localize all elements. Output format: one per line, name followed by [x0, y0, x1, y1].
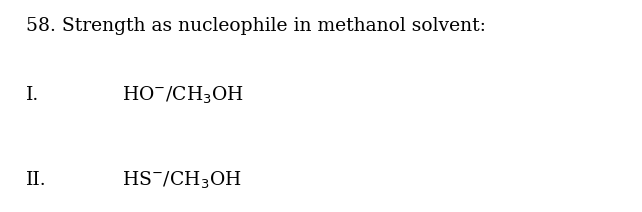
Text: 58. Strength as nucleophile in methanol solvent:: 58. Strength as nucleophile in methanol … — [26, 17, 485, 35]
Text: HO$^{-}$/CH$_{3}$OH: HO$^{-}$/CH$_{3}$OH — [122, 85, 244, 106]
Text: I.: I. — [26, 86, 39, 104]
Text: II.: II. — [26, 171, 46, 189]
Text: HS$^{-}$/CH$_{3}$OH: HS$^{-}$/CH$_{3}$OH — [122, 170, 241, 191]
